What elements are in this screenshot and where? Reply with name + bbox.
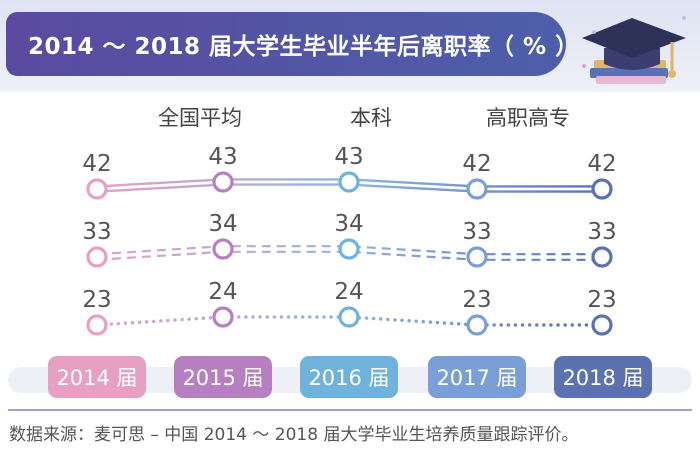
data-label: 34 [334, 211, 363, 237]
legend-label-2: 高职高专 [486, 106, 570, 130]
footer-divider [8, 409, 692, 411]
data-point [338, 171, 360, 193]
category-label-4: 2018 届 [554, 356, 652, 398]
category-label-2: 2016 届 [300, 356, 398, 398]
legend-label-1: 本科 [350, 106, 392, 130]
data-label: 33 [462, 219, 491, 245]
data-label: 34 [208, 211, 237, 237]
data-point [466, 314, 488, 336]
data-point [591, 178, 613, 200]
data-label: 23 [82, 287, 111, 313]
line-chart: 全国平均 本科 高职高专 33 34 34 33 33 23 24 24 23 23 42 43 43 42 42 [82, 106, 617, 336]
title-bar: 2014 ～ 2018 届大学生毕业半年后离职率（ % ） [6, 12, 578, 76]
data-label: 42 [462, 151, 491, 177]
category-label-3: 2017 届 [428, 356, 526, 398]
data-source: 数据来源：麦可思 – 中国 2014 ～ 2018 届大学毕业生培养质量跟踪评价… [9, 425, 579, 445]
data-point [591, 314, 613, 336]
series-line-0 [96, 245, 602, 256]
data-point [86, 314, 108, 336]
graduation-cap-icon [582, 16, 686, 84]
data-point [591, 246, 613, 268]
data-point [338, 306, 360, 328]
series-line-1 [95, 315, 604, 327]
data-label: 23 [462, 287, 491, 313]
data-point [466, 246, 488, 268]
legend-label-0: 全国平均 [158, 106, 242, 130]
series-line-0-b [96, 250, 602, 261]
data-point [212, 238, 234, 260]
data-point [338, 238, 360, 260]
data-label: 42 [82, 151, 111, 177]
data-label: 43 [208, 144, 237, 170]
chart-title: 2014 ～ 2018 届大学生毕业半年后离职率（ % ） [28, 34, 579, 60]
data-point [466, 178, 488, 200]
category-label-0: 2014 届 [48, 356, 146, 398]
data-label: 43 [334, 144, 363, 170]
data-label: 33 [82, 219, 111, 245]
data-point [212, 306, 234, 328]
data-point [86, 178, 108, 200]
data-label: 24 [208, 279, 237, 305]
category-label-1: 2015 届 [174, 356, 272, 398]
data-point [86, 246, 108, 268]
data-label: 23 [587, 287, 616, 313]
data-label: 33 [587, 219, 616, 245]
data-label: 42 [587, 151, 616, 177]
data-label: 24 [334, 279, 363, 305]
data-point [212, 171, 234, 193]
